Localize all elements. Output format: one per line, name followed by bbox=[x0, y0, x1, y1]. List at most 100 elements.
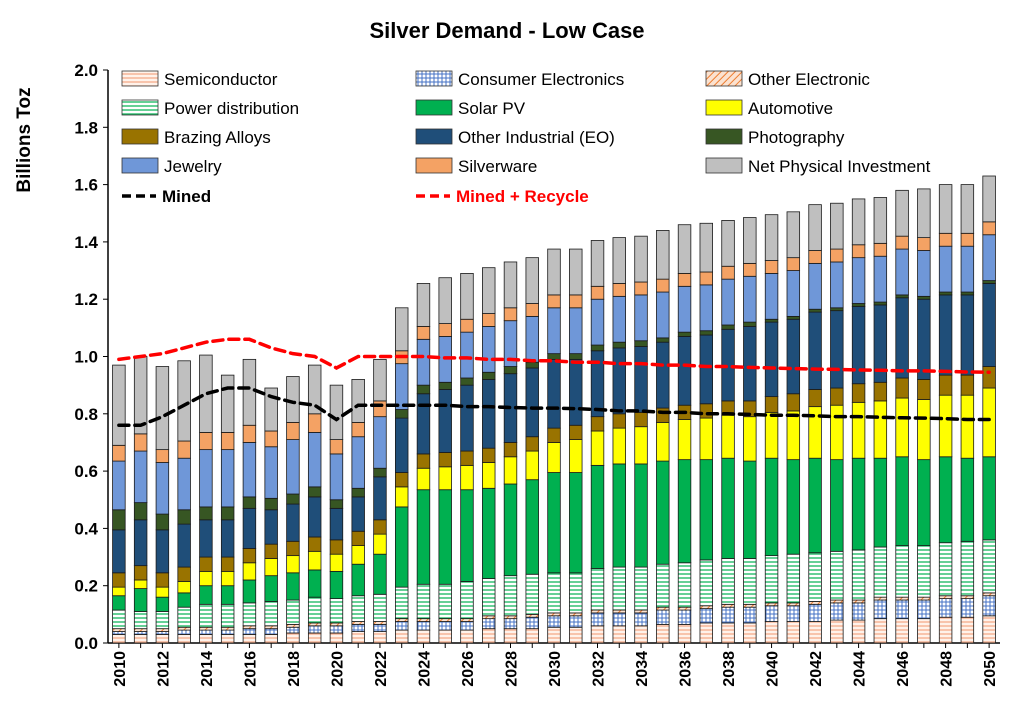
bar-stack-2045 bbox=[873, 197, 888, 644]
y-tick-label: 1.2 bbox=[74, 290, 98, 309]
bar-segment bbox=[503, 366, 518, 375]
bar-segment bbox=[982, 280, 996, 284]
line-mined bbox=[117, 386, 991, 428]
bar-segment bbox=[286, 632, 300, 644]
bar-segment bbox=[743, 217, 757, 264]
y-tick-label: 0.2 bbox=[74, 577, 98, 596]
bar-segment bbox=[656, 623, 670, 644]
bar-segment bbox=[373, 593, 387, 622]
bar-segment bbox=[895, 618, 909, 644]
bar-segment bbox=[242, 579, 257, 604]
bar-segment bbox=[634, 235, 648, 283]
x-tick-label: 2044 bbox=[852, 651, 869, 687]
bar-segment bbox=[656, 606, 670, 611]
bar-segment bbox=[873, 618, 888, 644]
bar-stack-2011 bbox=[133, 356, 148, 644]
bar-segment bbox=[677, 623, 692, 644]
bar-segment bbox=[220, 634, 235, 644]
bar-segment bbox=[895, 397, 909, 458]
bar-segment bbox=[721, 558, 735, 605]
bar-stack-2041 bbox=[786, 211, 801, 644]
bar-segment bbox=[460, 450, 474, 466]
bar-segment bbox=[438, 389, 452, 453]
bar-segment bbox=[416, 326, 431, 340]
bar-segment bbox=[155, 529, 170, 574]
bar-segment bbox=[177, 523, 191, 568]
bar-segment bbox=[133, 433, 148, 452]
bar-segment bbox=[482, 326, 496, 373]
bar-segment bbox=[220, 585, 235, 605]
bar-segment bbox=[699, 271, 714, 286]
y-tick-label: 1.0 bbox=[74, 348, 98, 367]
bar-segment bbox=[199, 629, 213, 635]
bar-segment bbox=[895, 248, 909, 296]
bar-segment bbox=[917, 298, 931, 380]
bar-segment bbox=[373, 621, 387, 625]
bar-segment bbox=[786, 270, 801, 317]
bar-segment bbox=[373, 416, 387, 469]
bar-segment bbox=[786, 605, 801, 622]
x-tick-label: 2036 bbox=[678, 651, 695, 687]
bar-segment bbox=[155, 631, 170, 635]
bar-segment bbox=[982, 283, 996, 367]
legend-label: Brazing Alloys bbox=[164, 128, 271, 147]
bar-segment bbox=[938, 542, 953, 597]
bar-segment bbox=[634, 426, 648, 465]
bar-segment bbox=[503, 307, 518, 322]
bar-stack-2026 bbox=[460, 273, 474, 644]
bar-segment bbox=[416, 489, 431, 585]
bar-segment bbox=[177, 457, 191, 511]
bar-segment bbox=[590, 568, 605, 611]
bar-segment bbox=[612, 295, 626, 343]
legend-swatch bbox=[121, 128, 159, 145]
bar-segment bbox=[917, 188, 931, 239]
bar-segment bbox=[307, 536, 322, 552]
bar-segment bbox=[830, 599, 844, 604]
bar-segment bbox=[851, 305, 866, 385]
bar-segment bbox=[873, 599, 888, 620]
bar-segment bbox=[155, 586, 170, 598]
legend-label: Silverware bbox=[458, 157, 537, 176]
bar-segment bbox=[590, 285, 605, 300]
bar-segment bbox=[699, 334, 714, 405]
tick-labels: 0.0 0.2 0.4 0.6 0.8 1.0 1.2 1.4 1.6 1.8 2.0 2010 201… bbox=[74, 61, 999, 687]
bar-segment bbox=[220, 506, 235, 521]
bar-segment bbox=[307, 632, 322, 644]
bar-segment bbox=[351, 530, 365, 546]
bar-segment bbox=[982, 592, 996, 597]
bar-segment bbox=[982, 175, 996, 223]
bar-segment bbox=[547, 472, 561, 574]
legend-label: Other Industrial (EO) bbox=[458, 128, 615, 147]
bar-segment bbox=[329, 539, 344, 555]
bar-segment bbox=[242, 634, 257, 644]
bar-segment bbox=[329, 622, 344, 627]
bar-segment bbox=[199, 519, 213, 558]
bar-segment bbox=[721, 220, 735, 267]
bar-segment bbox=[155, 366, 170, 451]
x-tick-label: 2024 bbox=[416, 651, 433, 687]
bar-segment bbox=[307, 569, 322, 598]
bar-segment bbox=[634, 566, 648, 611]
legend-swatch bbox=[415, 70, 453, 87]
bar-segment bbox=[786, 621, 801, 644]
bar-segment bbox=[264, 558, 278, 577]
bar-segment bbox=[895, 545, 909, 598]
bar-segment bbox=[351, 436, 365, 489]
bar-segment bbox=[656, 609, 670, 625]
bar-segment bbox=[438, 323, 452, 337]
bar-segment bbox=[917, 596, 931, 601]
bar-segment bbox=[743, 558, 757, 605]
bar-segment bbox=[677, 273, 692, 287]
bar-segment bbox=[460, 318, 474, 333]
bar-segment bbox=[394, 618, 409, 622]
bar-segment bbox=[177, 581, 191, 594]
bar-segment bbox=[394, 417, 409, 473]
bar-segment bbox=[830, 261, 844, 309]
bar-stack-2029 bbox=[525, 257, 539, 644]
bar-segment bbox=[938, 595, 953, 599]
bar-segment bbox=[699, 417, 714, 461]
bar-segment bbox=[394, 307, 409, 352]
bar-segment bbox=[721, 414, 735, 459]
bar-segment bbox=[242, 358, 257, 426]
bar-segment bbox=[460, 273, 474, 320]
